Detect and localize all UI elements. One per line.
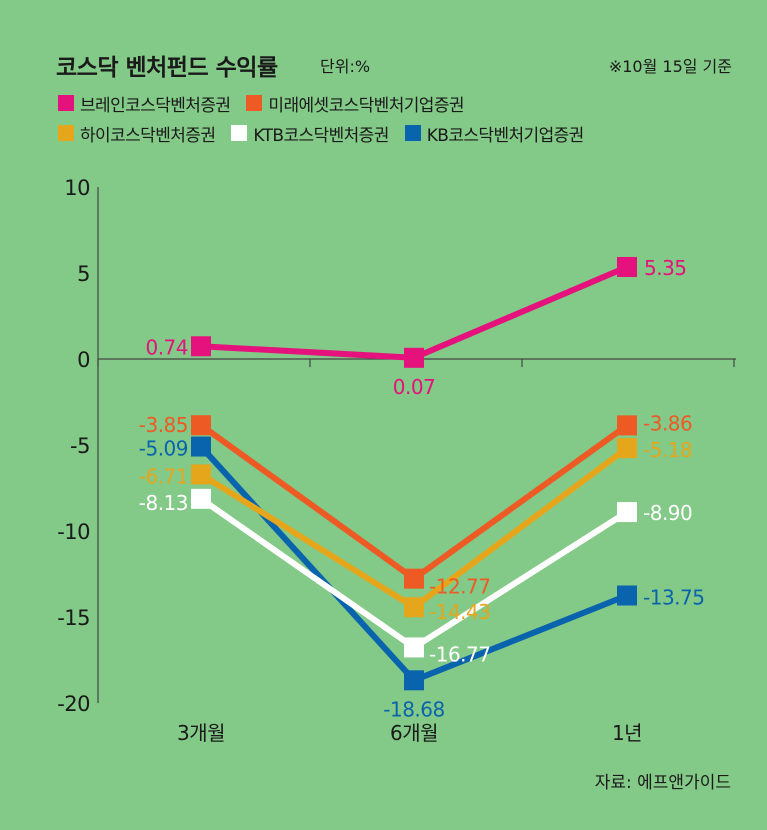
y-tick-label: -10 <box>57 520 90 544</box>
legend-label: 브레인코스닥벤처증권 <box>80 95 231 116</box>
x-category-label: 3개월 <box>177 721 225 745</box>
source-note: 자료: 에프앤가이드 <box>594 773 731 793</box>
data-point-marker <box>404 597 424 618</box>
data-point-marker <box>617 585 637 606</box>
data-label: -6.71 <box>139 464 188 488</box>
unit-label: 단위:% <box>320 57 371 76</box>
x-category-label: 1년 <box>612 721 642 745</box>
legend-swatch <box>58 95 74 111</box>
y-tick-label: -15 <box>57 606 90 630</box>
data-point-marker <box>404 347 424 368</box>
legend-label: KB코스닥벤처기업증권 <box>426 125 585 146</box>
data-label: -16.77 <box>429 642 490 666</box>
data-point-marker <box>191 436 211 457</box>
data-label: -14.43 <box>429 600 490 624</box>
chart-title: 코스닥 벤처펀드 수익률 <box>56 55 278 81</box>
data-point-marker <box>617 502 637 523</box>
data-point-marker <box>404 670 424 691</box>
data-label: -13.75 <box>643 586 704 610</box>
legend: 브레인코스닥벤처증권 미래에셋코스닥벤처기업증권 하이코스닥벤처증권 KTB코스… <box>58 88 748 148</box>
legend-row-2: 하이코스닥벤처증권 KTB코스닥벤처증권 KB코스닥벤처기업증권 <box>58 118 748 148</box>
legend-item: 미래에셋코스닥벤처기업증권 <box>246 91 465 116</box>
data-label: -18.68 <box>383 697 444 721</box>
legend-item: KB코스닥벤처기업증권 <box>404 121 585 146</box>
y-tick-label: 0 <box>77 348 90 372</box>
legend-swatch <box>58 125 74 141</box>
data-point-marker <box>191 464 211 485</box>
data-label: 5.35 <box>644 256 687 280</box>
data-label: -12.77 <box>429 575 490 599</box>
y-tick-label: 10 <box>64 176 90 200</box>
data-label: 0.74 <box>145 335 188 359</box>
y-tick-label: 5 <box>77 262 90 286</box>
data-label: -8.13 <box>139 491 188 515</box>
data-point-marker <box>617 415 637 436</box>
legend-label: KTB코스닥벤처증권 <box>253 125 389 146</box>
legend-label: 하이코스닥벤처증권 <box>80 125 216 146</box>
series-line <box>200 264 629 361</box>
data-point-marker <box>404 637 424 658</box>
data-point-marker <box>617 438 637 459</box>
data-label: -5.09 <box>139 437 188 461</box>
data-label: -3.86 <box>643 411 692 435</box>
legend-item: KTB코스닥벤처증권 <box>231 121 389 146</box>
date-note: ※10월 15일 기준 <box>608 57 732 76</box>
header: 코스닥 벤처펀드 수익률 단위:% ※10월 15일 기준 <box>56 48 736 81</box>
data-point-marker <box>191 488 211 509</box>
data-point-marker <box>191 336 211 357</box>
y-tick-label: -20 <box>57 692 90 716</box>
data-label: -5.18 <box>643 438 692 462</box>
legend-row-1: 브레인코스닥벤처증권 미래에셋코스닥벤처기업증권 <box>58 88 748 118</box>
x-category-label: 6개월 <box>390 721 438 745</box>
legend-item: 브레인코스닥벤처증권 <box>58 91 231 116</box>
data-label: -8.90 <box>643 501 692 525</box>
legend-item: 하이코스닥벤처증권 <box>58 121 216 146</box>
data-label: -3.85 <box>139 413 188 437</box>
legend-label: 미래에셋코스닥벤처기업증권 <box>268 95 464 116</box>
data-point-marker <box>617 256 637 277</box>
data-label: 0.07 <box>393 375 436 399</box>
data-point-marker <box>191 415 211 436</box>
y-tick-label: -5 <box>70 434 90 458</box>
data-point-marker <box>404 568 424 589</box>
legend-swatch <box>246 95 263 111</box>
legend-swatch <box>404 125 421 141</box>
legend-swatch <box>231 125 248 141</box>
